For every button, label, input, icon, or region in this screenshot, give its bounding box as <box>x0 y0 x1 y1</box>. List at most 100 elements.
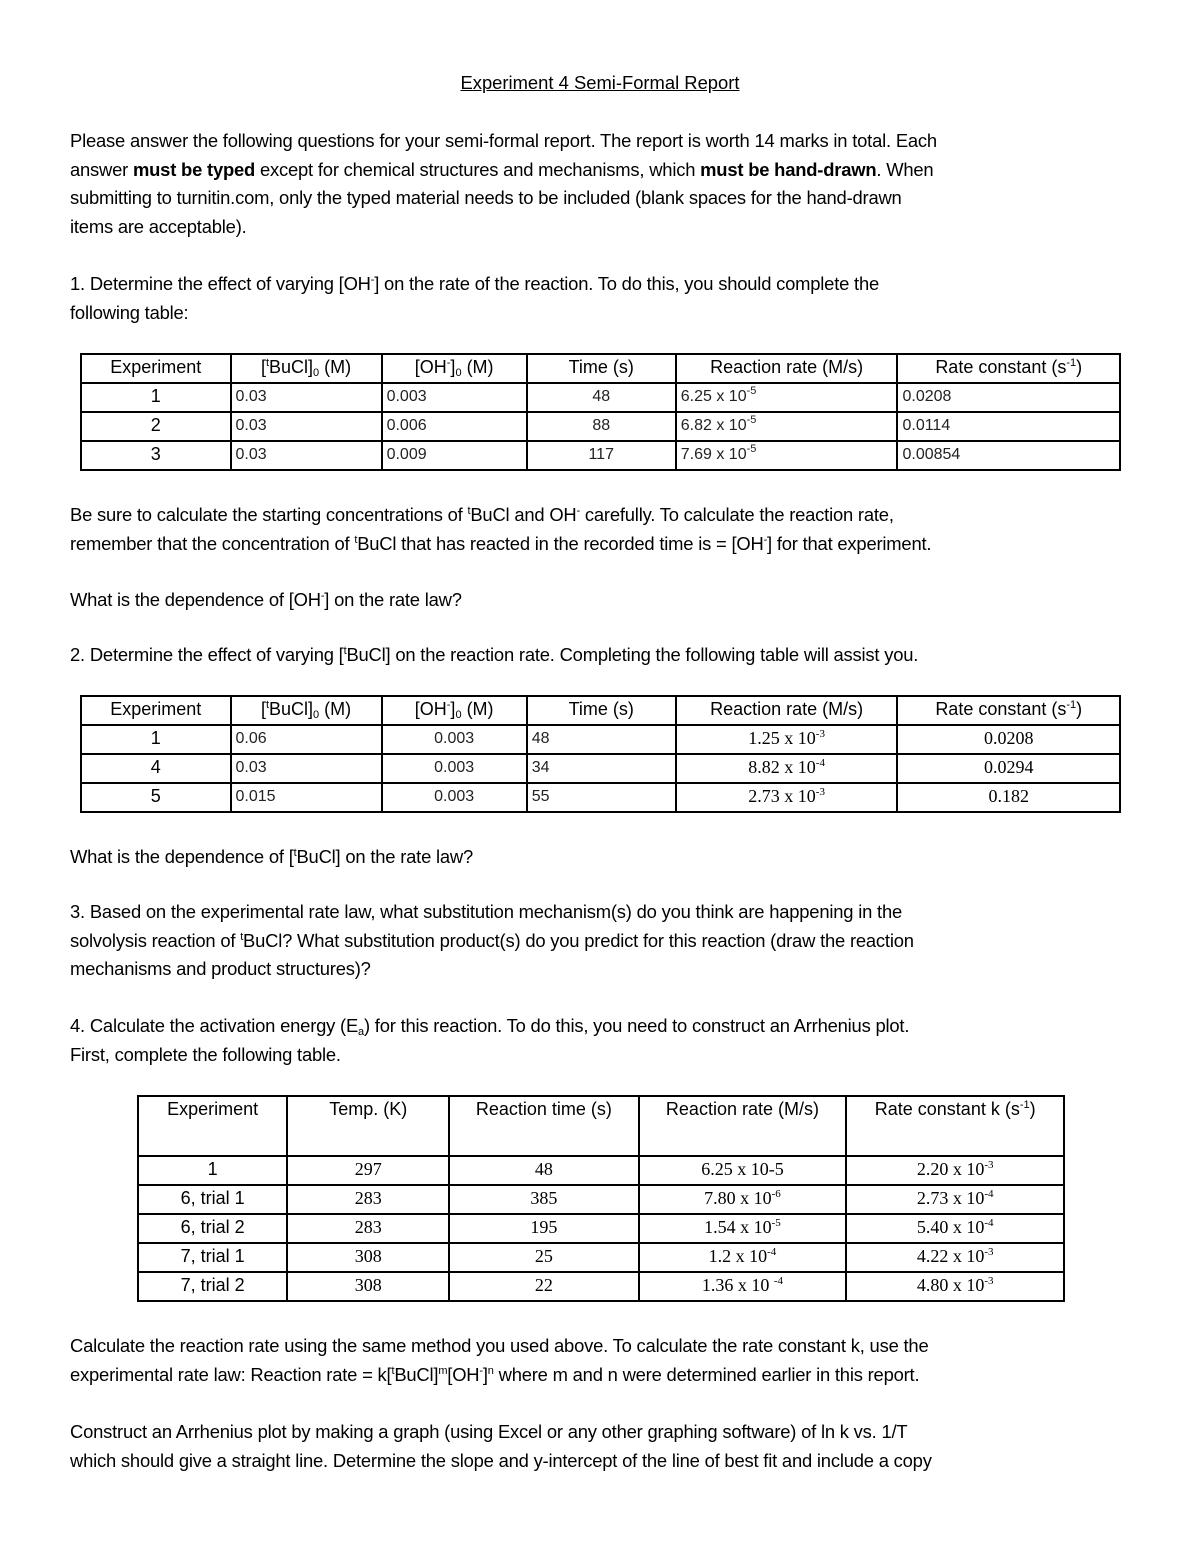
text-run: First, complete the following table. <box>70 1043 341 1065</box>
text-run: 6.25 x 10 <box>680 388 747 405</box>
text-run: 0.003 <box>434 759 475 776</box>
column-header: [tBuCl]0 (M) <box>229 695 383 726</box>
column-header: Reaction time (s) <box>448 1095 640 1157</box>
superscript: t <box>391 1364 395 1377</box>
text-run: BuCl] on the rate law? <box>296 846 474 867</box>
paragraph: What is the dependence of [tBuCl] on the… <box>70 843 1140 872</box>
table-cell: 0.03 <box>229 753 383 784</box>
table-cell: 0.03 <box>229 411 383 442</box>
table-cell: 1 <box>136 1155 289 1186</box>
column-header: Reaction rate (M/s) <box>637 1095 848 1157</box>
table-row: 1 297 48 6.25 x 10-5 2.20 x 10-3 <box>136 1155 1065 1186</box>
column-header: Experiment <box>80 695 232 726</box>
text-run: 3 <box>150 444 161 464</box>
text-run: What is the dependence of [ <box>70 846 294 867</box>
column-header: [OH-]0 (M) <box>380 695 528 726</box>
text-run: 55 <box>531 788 550 805</box>
table-cell: 0.003 <box>380 782 528 813</box>
text-run: ] <box>450 357 456 377</box>
text-run: (M) <box>319 699 352 719</box>
text-run: 4.22 x 10 <box>916 1246 985 1266</box>
text-run: 22 <box>534 1275 553 1295</box>
text-run: Rate constant (s <box>935 699 1067 719</box>
text-run: 0.015 <box>235 788 276 805</box>
superscript: - <box>446 357 451 369</box>
table-cell: 48 <box>448 1155 640 1186</box>
text-run: 48 <box>592 388 611 405</box>
paragraph: 2. Determine the effect of varying [tBuC… <box>70 641 1140 670</box>
table-cell: 1 <box>80 382 232 413</box>
text-run: Rate constant k (s <box>874 1099 1020 1119</box>
superscript: - <box>446 699 451 711</box>
superscript: - <box>479 1364 483 1377</box>
table-cell: 55 <box>525 782 677 813</box>
text-run: 2 <box>150 415 161 435</box>
text-run: BuCl] <box>269 699 314 719</box>
superscript: -6 <box>771 1188 781 1200</box>
text-run: 117 <box>588 446 614 463</box>
text-run: ) for this reaction. To do this, you nee… <box>363 1015 910 1036</box>
table-cell: 5.40 x 10-4 <box>845 1213 1065 1244</box>
text-run: 2.73 x 10 <box>748 786 816 806</box>
text-run: 6, trial 2 <box>180 1217 245 1237</box>
paragraph: Please answer the following questions fo… <box>70 127 1140 241</box>
column-header: Rate constant (s-1) <box>896 695 1121 726</box>
text-run: [ <box>260 357 266 377</box>
text-line: 4. Calculate the activation energy (Ea) … <box>70 1012 1140 1041</box>
table-header-row: Experiment Temp. (K) Reaction time (s) Reac… <box>136 1095 1065 1157</box>
text-line: answer must be typed except for chemical… <box>70 156 1140 185</box>
text-line: 1. Determine the effect of varying [OH-]… <box>70 270 1140 299</box>
text-run: 1.36 x 10 <box>701 1275 774 1295</box>
text-run: (M) <box>461 357 494 377</box>
table-cell: 34 <box>525 753 677 784</box>
text-line: First, complete the following table. <box>70 1041 1140 1070</box>
text-run: Experiment <box>110 699 202 719</box>
text-run: 0.0294 <box>983 757 1034 777</box>
table-row: 2 0.03 0.006 88 6.82 x 10-5 0.0114 <box>80 411 1121 442</box>
table-cell: 0.009 <box>380 440 528 471</box>
text-run: 283 <box>354 1217 382 1237</box>
text-run: 7, trial 1 <box>180 1246 245 1266</box>
superscript: t <box>265 699 270 711</box>
text-run: [OH <box>414 699 447 719</box>
text-run: 5.40 x 10 <box>916 1217 985 1237</box>
paragraph: 3. Based on the experimental rate law, w… <box>70 898 1140 984</box>
data-table: Experiment [tBuCl]0 (M) [OH-]0 (M) Time (s)… <box>80 695 1121 813</box>
text-run: Experiment <box>110 357 202 377</box>
table-cell: 0.00854 <box>896 440 1121 471</box>
text-line: items are acceptable). <box>70 213 1140 242</box>
table-cell: 297 <box>286 1155 451 1186</box>
table-cell: 308 <box>286 1242 451 1273</box>
data-table: Experiment Temp. (K) Reaction time (s) Reac… <box>136 1095 1065 1302</box>
text-run: BuCl] <box>269 357 314 377</box>
text-run: Construct an Arrhenius plot by making a … <box>70 1421 908 1442</box>
text-run: mechanisms and product structures)? <box>70 958 371 980</box>
table-cell: 6, trial 1 <box>136 1184 289 1215</box>
table-row: 6, trial 1 283 385 7.80 x 10-6 2.73 x 10-4 <box>136 1184 1065 1215</box>
text-run: 0.003 <box>386 388 427 405</box>
column-header: Time (s) <box>525 695 677 726</box>
text-run: 0.00854 <box>902 446 961 463</box>
table-cell: 2.73 x 10-4 <box>845 1184 1065 1215</box>
superscript: -4 <box>984 1188 994 1200</box>
table-cell: 22 <box>448 1271 640 1302</box>
text-run: Please answer the following questions fo… <box>70 130 937 151</box>
text-run: ) <box>1076 699 1083 719</box>
text-run: 1.54 x 10 <box>704 1217 772 1237</box>
table-cell: 195 <box>448 1213 640 1244</box>
superscript: t <box>240 930 244 943</box>
text-run: (M) <box>461 699 494 719</box>
table-cell: 0.182 <box>896 782 1121 813</box>
bold-text: must be typed <box>133 158 256 180</box>
table-cell: 6.82 x 10-5 <box>674 411 899 442</box>
text-run: 1.25 x 10 <box>748 728 816 748</box>
table-cell: 0.003 <box>380 724 528 755</box>
text-run: 0.0208 <box>983 728 1034 748</box>
table-row: 1 0.06 0.003 48 1.25 x 10-3 0.0208 <box>80 724 1121 755</box>
table-row: 7, trial 1 308 25 1.2 x 10-4 4.22 x 10-3 <box>136 1242 1065 1273</box>
table-cell: 48 <box>525 382 677 413</box>
text-run: 7.80 x 10 <box>704 1188 772 1208</box>
table-cell: 4.22 x 10-3 <box>845 1242 1065 1273</box>
text-run: 6.82 x 10 <box>680 417 747 434</box>
table-cell: 4 <box>80 753 232 784</box>
